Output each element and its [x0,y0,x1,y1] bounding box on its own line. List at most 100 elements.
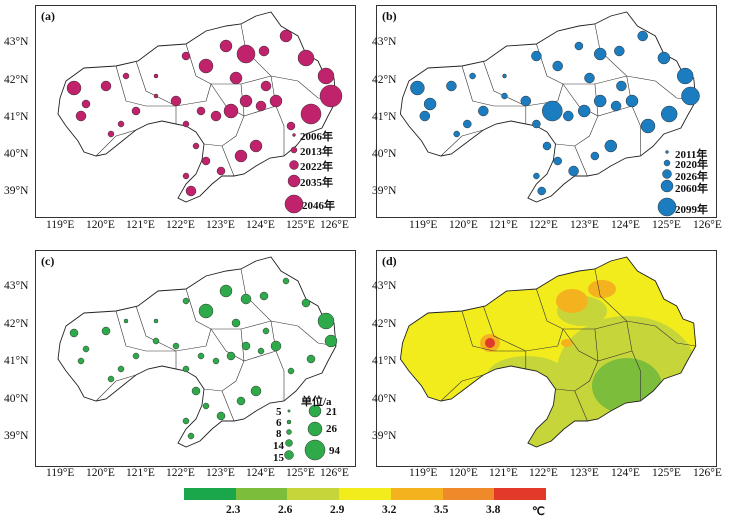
station-bubble [212,357,220,365]
city-boundary [626,75,641,156]
lat-label: 43°N [4,36,29,48]
station-bubble [192,142,200,150]
lon-label: 123°E [570,467,599,479]
city-boundary [95,374,137,402]
province-border [399,256,697,448]
station-bubble [216,166,226,176]
city-boundary [115,310,176,352]
station-bubble [478,105,489,117]
station-bubble [216,411,226,421]
station-bubble [657,51,671,65]
legend-bubble [284,194,304,214]
city-boundary [461,310,526,352]
station-bubble [681,86,700,106]
station-bubble [229,71,243,85]
lon-label: 125°E [652,467,681,479]
lon-label: 122°E [529,467,558,479]
station-bubble [152,337,160,345]
legend-bubble [308,404,322,418]
station-bubble [625,94,639,108]
legend-a-2: 2013年 [300,146,333,158]
station-bubble [182,120,190,128]
bubbles-b [410,30,700,217]
lon-label: 123°E [570,219,599,231]
panel-label: (a) [41,9,55,23]
lon-label: 126°E [320,219,349,231]
station-bubble [231,318,241,328]
legend-bubble [286,429,292,435]
station-bubble [132,352,140,360]
legend-bubble [290,146,298,154]
station-bubble [301,298,311,308]
station-bubble [258,45,270,57]
city-boundary [270,75,285,156]
panel-label: (b) [382,9,397,23]
station-bubble [202,402,210,410]
legend-b-5: 2099年 [675,204,708,216]
station-bubble [574,41,584,51]
lat-label: 41°N [4,355,29,367]
station-bubble [249,139,263,153]
station-bubble [286,121,296,131]
station-bubble [423,97,437,111]
station-bubble [240,293,252,305]
legend-bubble [289,160,299,170]
station-bubble [410,80,425,96]
lon-label: 121°E [126,219,155,231]
station-bubble [446,80,457,92]
lon-label: 121°E [126,467,155,479]
station-bubble [532,119,541,129]
colorbar-swatch [442,488,495,500]
legend-a-4: 2035年 [300,177,333,189]
lon-label: 125°E [286,467,315,479]
station-bubble [117,365,125,373]
panel-a-map: (a) 2006年 2013年 2022年 2035年 2046年 [35,5,356,218]
station-bubble [463,119,472,129]
station-bubble [210,110,222,122]
station-bubble [453,130,460,138]
city-boundary [221,390,235,422]
station-bubble [279,29,293,43]
station-bubble [531,50,542,62]
panel-c-map: (c) 单位/a 5 6 8 14 15 21 26 94 [35,250,356,467]
lon-label: 121°E [489,467,518,479]
legend-c-l3: 8 [276,428,282,440]
city-boundary [203,328,245,392]
colorbar-tick: 2.3 [226,504,241,516]
station-bubble [81,99,91,109]
lat-label: 43°N [4,280,29,292]
station-bubble [269,94,283,108]
station-bubble [153,93,159,99]
lon-label: 126°E [693,467,722,479]
lat-label: 40°N [372,393,397,405]
lat-label: 39°N [372,185,397,197]
legend-c-l5: 15 [273,452,284,464]
station-bubble [66,80,82,96]
legend-bubble [657,197,677,217]
station-bubble [198,58,214,74]
lat-label: 40°N [4,393,29,405]
legend-bubble [287,409,291,413]
colorbar-swatch [184,488,236,500]
station-bubble [239,94,253,108]
lon-label: 119°E [46,467,75,479]
station-bubble [537,186,546,196]
station-bubble [257,347,265,355]
station-bubble [198,303,214,319]
map-c-svg [57,256,338,461]
colorbar-tick: 2.6 [278,504,293,516]
station-bubble [185,185,197,197]
province-border [57,256,337,448]
station-bubble [196,106,206,116]
colorbar-unit: ℃ [532,506,545,518]
city-boundary [574,145,588,177]
legend-c-r2: 26 [326,423,337,435]
legend-bubble [663,159,671,167]
station-bubble [577,104,591,118]
colorbar-tick: 3.2 [382,504,397,516]
city-boundary [574,390,588,422]
lon-label: 119°E [409,219,438,231]
legend-c-l2: 6 [276,417,282,429]
legend-c-l4: 14 [273,440,284,452]
lat-label: 39°N [4,185,29,197]
